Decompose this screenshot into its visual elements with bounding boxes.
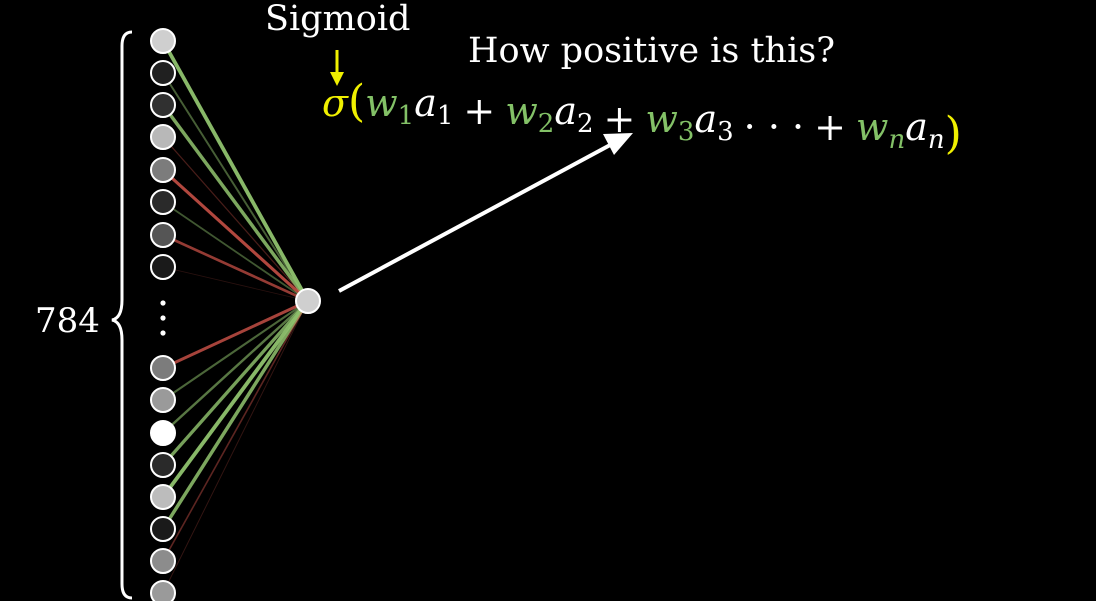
input-neuron bbox=[150, 452, 176, 478]
input-neuron bbox=[150, 28, 176, 54]
weight-edge bbox=[162, 72, 309, 302]
sigma-symbol: σ bbox=[322, 81, 349, 125]
weight-edge bbox=[161, 300, 310, 530]
input-neuron bbox=[150, 516, 176, 542]
output-neuron bbox=[295, 288, 321, 314]
weight-edge bbox=[161, 103, 310, 303]
input-neuron bbox=[150, 254, 176, 280]
weight-edge bbox=[162, 233, 309, 303]
left-paren: ( bbox=[348, 76, 365, 127]
activation-subscript: n bbox=[928, 125, 945, 155]
input-count-label: 784 bbox=[35, 301, 100, 341]
sigmoid-label: Sigmoid bbox=[265, 0, 410, 39]
plus: + bbox=[814, 105, 846, 149]
input-neuron bbox=[150, 355, 176, 381]
activation-subscript: 3 bbox=[717, 117, 734, 147]
input-neuron bbox=[150, 580, 176, 601]
activation-symbol: a bbox=[554, 89, 577, 133]
weight-symbol: w bbox=[505, 89, 538, 133]
input-neuron bbox=[150, 92, 176, 118]
weight-subscript: 2 bbox=[538, 109, 555, 139]
input-neuron bbox=[150, 222, 176, 248]
activation-subscript: 2 bbox=[577, 109, 594, 139]
brace-icon bbox=[111, 30, 133, 600]
input-neuron bbox=[150, 189, 176, 215]
weight-edge bbox=[162, 266, 309, 302]
weight-symbol: w bbox=[856, 105, 889, 149]
weight-edge bbox=[162, 201, 309, 302]
weight-subscript: 3 bbox=[678, 117, 695, 147]
input-neuron bbox=[150, 387, 176, 413]
activation-subscript: 1 bbox=[437, 101, 454, 131]
input-neuron bbox=[150, 157, 176, 183]
plus: + bbox=[463, 89, 495, 133]
input-neurons bbox=[150, 28, 176, 601]
weighted-sum-formula: σ(w1a1 + w2a2 + w3a3 · · · + wnan) bbox=[322, 76, 962, 159]
input-neuron bbox=[150, 124, 176, 150]
weight-edge bbox=[162, 300, 309, 562]
activation-symbol: a bbox=[905, 105, 928, 149]
weight-edge bbox=[161, 299, 310, 467]
weight-edge bbox=[162, 300, 309, 401]
weight-edge bbox=[162, 299, 309, 370]
ellipsis: · · · bbox=[744, 105, 804, 149]
weight-edge bbox=[161, 299, 310, 499]
input-neuron bbox=[150, 548, 176, 574]
weight-symbol: w bbox=[645, 97, 678, 141]
down-arrow-icon bbox=[330, 50, 344, 86]
weight-edge bbox=[162, 300, 309, 434]
weight-subscript: n bbox=[888, 125, 905, 155]
weight-edge bbox=[162, 136, 309, 302]
weight-symbol: w bbox=[365, 81, 398, 125]
input-neuron bbox=[150, 484, 176, 510]
input-neuron bbox=[150, 60, 176, 86]
vertical-ellipsis-icon bbox=[160, 300, 166, 336]
weight-subscript: 1 bbox=[398, 101, 415, 131]
activation-symbol: a bbox=[414, 81, 437, 125]
weight-edge bbox=[161, 168, 310, 303]
right-paren: ) bbox=[945, 108, 962, 159]
weight-edge bbox=[161, 40, 310, 302]
input-neuron bbox=[150, 420, 176, 446]
weight-edge bbox=[162, 300, 309, 594]
question-text: How positive is this? bbox=[468, 31, 835, 71]
activation-symbol: a bbox=[694, 97, 717, 141]
plus: + bbox=[604, 97, 636, 141]
weight-connections bbox=[161, 40, 310, 594]
arrow-icon bbox=[338, 133, 633, 293]
